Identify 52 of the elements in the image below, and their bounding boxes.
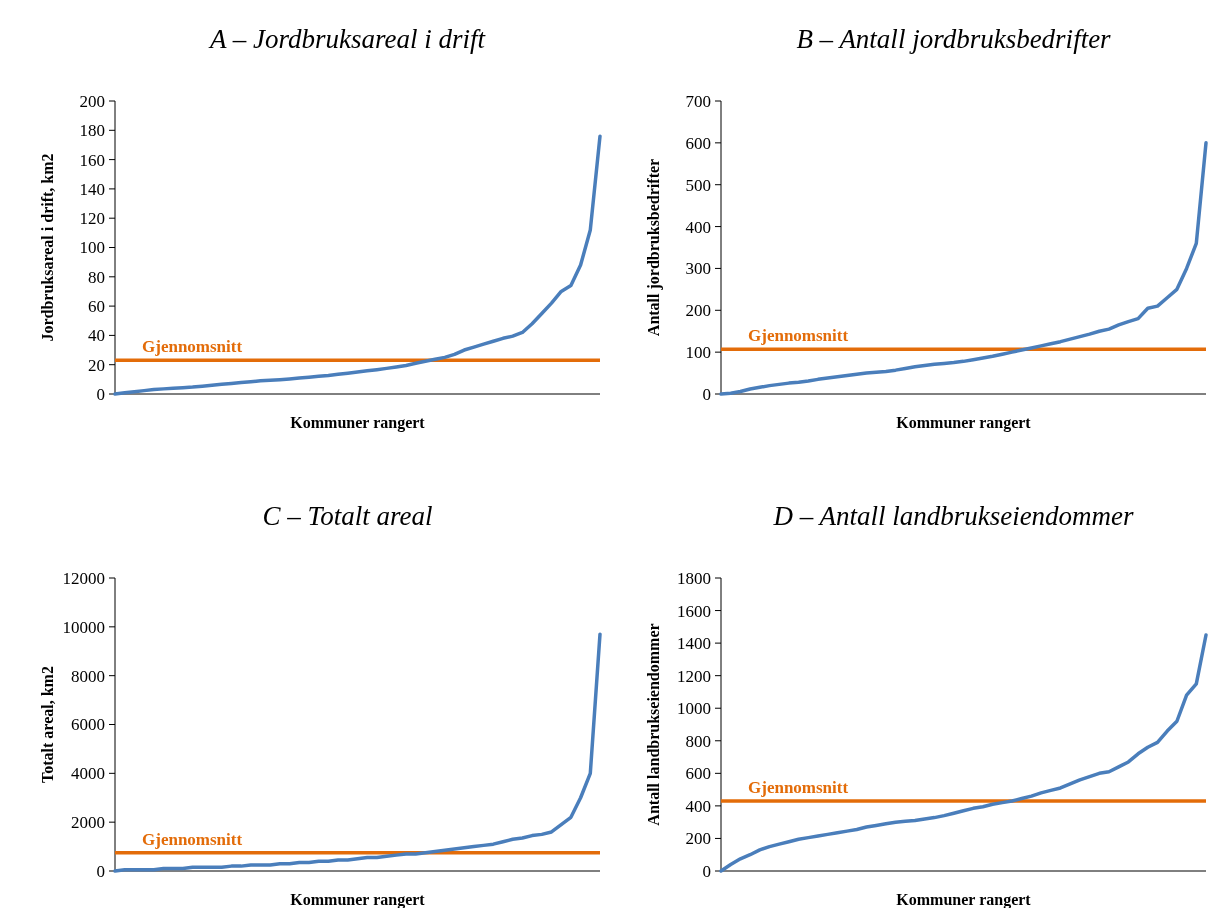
y-tick-label: 60 — [88, 297, 105, 317]
y-tick-label: 4000 — [71, 764, 105, 784]
y-tick-label: 120 — [79, 209, 105, 229]
ref-line-label: Gjennomsnitt — [748, 326, 849, 346]
y-tick-label: 600 — [685, 133, 711, 153]
y-tick-label: 100 — [79, 238, 105, 258]
y-tick-label: 500 — [685, 175, 711, 195]
y-tick-label: 20 — [88, 355, 105, 375]
chart-title: D – Antall landbrukseiendommer — [772, 501, 1135, 531]
y-tick-label: 1000 — [677, 699, 711, 719]
y-tick-label: 140 — [79, 179, 105, 199]
y-tick-label: 0 — [702, 861, 711, 881]
y-tick-label: 700 — [685, 91, 711, 111]
y-axis-title: Antall landbrukseiendommer — [645, 623, 662, 826]
y-tick-label: 12000 — [62, 568, 105, 588]
x-axis-title: Kommuner rangert — [896, 891, 1032, 909]
y-axis-title: Totalt areal, km2 — [39, 666, 56, 783]
y-tick-label: 180 — [79, 121, 105, 141]
y-tick-label: 8000 — [71, 666, 105, 686]
ref-line-label: Gjennomsnitt — [748, 778, 849, 798]
y-axis-title: Jordbruksareal i drift, km2 — [39, 153, 56, 342]
y-tick-label: 2000 — [71, 813, 105, 833]
chart-title: A – Jordbruksareal i drift — [208, 24, 487, 54]
y-tick-label: 0 — [96, 384, 105, 404]
y-tick-label: 800 — [685, 731, 711, 751]
y-tick-label: 40 — [88, 326, 105, 346]
y-tick-label: 200 — [685, 829, 711, 849]
y-tick-label: 10000 — [62, 617, 105, 637]
ref-line-label: Gjennomsnitt — [142, 829, 243, 849]
y-tick-label: 0 — [96, 861, 105, 881]
y-tick-label: 300 — [685, 259, 711, 279]
y-tick-label: 400 — [685, 796, 711, 816]
y-tick-label: 6000 — [71, 715, 105, 735]
x-axis-title: Kommuner rangert — [290, 891, 426, 909]
y-tick-label: 1400 — [677, 634, 711, 654]
x-axis-title: Kommuner rangert — [896, 414, 1032, 432]
y-tick-label: 600 — [685, 764, 711, 784]
y-axis-title: Antall jordbruksbedrifter — [645, 158, 663, 337]
chart-title: C – Totalt areal — [262, 501, 433, 531]
y-tick-label: 160 — [79, 150, 105, 170]
y-tick-label: 100 — [685, 343, 711, 363]
y-tick-label: 1600 — [677, 601, 711, 621]
y-tick-label: 80 — [88, 267, 105, 287]
ref-line-label: Gjennomsnitt — [142, 337, 243, 357]
y-tick-label: 400 — [685, 217, 711, 237]
y-tick-label: 200 — [685, 301, 711, 321]
y-tick-label: 1800 — [677, 568, 711, 588]
y-tick-label: 0 — [702, 384, 711, 404]
y-tick-label: 1200 — [677, 666, 711, 686]
x-axis-title: Kommuner rangert — [290, 414, 426, 432]
chart-title: B – Antall jordbruksbedrifter — [796, 24, 1112, 54]
y-tick-label: 200 — [79, 91, 105, 111]
